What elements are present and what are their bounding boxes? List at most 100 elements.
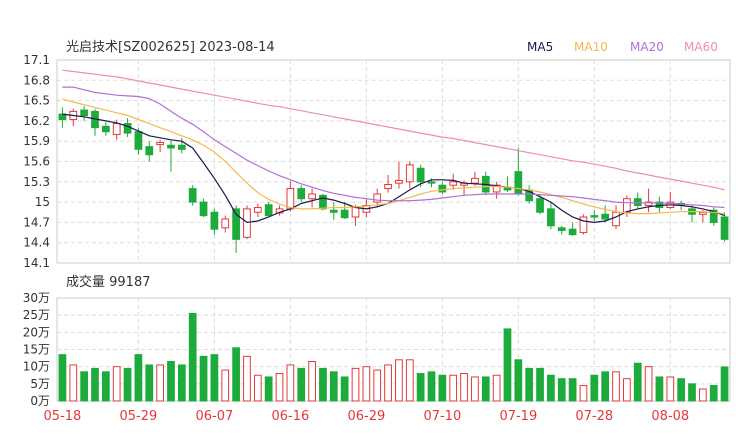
candle-up bbox=[221, 218, 230, 229]
volume-bar-down bbox=[297, 367, 306, 402]
date-tick-label: 05-18 bbox=[44, 409, 82, 424]
candle-up bbox=[351, 207, 360, 218]
ma-legend: MA5 MA10 MA20 MA60 bbox=[527, 40, 718, 54]
price-tick-label: 16.2 bbox=[23, 114, 50, 128]
candle-up bbox=[243, 208, 251, 238]
date-tick-label: 06-29 bbox=[347, 409, 385, 424]
volume-bar-up bbox=[308, 361, 316, 402]
date-tick-label: 07-19 bbox=[499, 409, 537, 424]
ma-line-ma20 bbox=[62, 86, 725, 209]
volume-bar-up bbox=[471, 376, 479, 402]
volume-bar-up bbox=[395, 359, 403, 402]
volume-bar-down bbox=[503, 328, 512, 402]
candle-down bbox=[297, 188, 306, 200]
date-axis: 05-18 05-29 06-07 06-16 06-29 07-10 07-19 07-28… bbox=[44, 409, 690, 424]
candle-up bbox=[698, 211, 707, 215]
volume-bar-down bbox=[210, 354, 219, 402]
candle-down bbox=[427, 181, 436, 184]
volume-tick-label: 25万 bbox=[23, 308, 50, 322]
candle-down bbox=[319, 194, 327, 210]
price-tick-label: 14.7 bbox=[23, 215, 50, 229]
date-tick-label: 06-16 bbox=[271, 409, 309, 424]
volume-bar-down bbox=[188, 312, 197, 402]
volume-bar-down bbox=[655, 376, 664, 402]
candle-down bbox=[633, 198, 642, 206]
volume-tick-label: 20万 bbox=[23, 325, 50, 339]
candle-down bbox=[536, 198, 544, 213]
candle-down bbox=[340, 209, 349, 219]
volume-bar-down bbox=[720, 366, 729, 402]
candle-up bbox=[156, 142, 164, 146]
candle-up bbox=[579, 216, 588, 234]
ma-line-ma60 bbox=[62, 69, 725, 191]
volume-bar-up bbox=[362, 366, 371, 402]
volume-tick-label: 15万 bbox=[23, 343, 50, 357]
volume-tick-label: 5万 bbox=[30, 377, 50, 391]
volume-bar-down bbox=[709, 385, 718, 402]
date-tick-label: 06-07 bbox=[196, 409, 234, 424]
volume-panel-frame bbox=[56, 297, 731, 402]
candle-down bbox=[188, 188, 197, 203]
candlesticks bbox=[58, 106, 729, 253]
ma-line-ma10 bbox=[62, 98, 725, 215]
candle-down bbox=[547, 208, 555, 227]
price-panel-frame bbox=[56, 59, 731, 264]
volume-bar-up bbox=[221, 369, 230, 402]
candle-down bbox=[145, 146, 154, 156]
legend-ma10: MA10 bbox=[574, 40, 608, 54]
volume-bar-up bbox=[449, 374, 458, 402]
volume-bar-down bbox=[525, 367, 534, 402]
volume-bar-up bbox=[286, 364, 295, 402]
volume-bar-down bbox=[123, 367, 132, 402]
candle-down bbox=[101, 125, 110, 133]
volume-bar-down bbox=[91, 367, 99, 402]
volume-bar-up bbox=[275, 373, 284, 402]
volume-bar-down bbox=[340, 376, 349, 402]
volume-label: 成交量 99187 bbox=[66, 274, 151, 290]
candle-up bbox=[286, 188, 295, 210]
volume-bar-down bbox=[416, 373, 425, 402]
volume-bar-down bbox=[547, 374, 555, 402]
volume-bar-down bbox=[514, 359, 523, 402]
volume-bar-up bbox=[623, 378, 631, 402]
volume-bar-down bbox=[101, 371, 110, 402]
candle-down bbox=[329, 209, 338, 213]
volume-bar-up bbox=[253, 374, 262, 402]
legend-ma60: MA60 bbox=[684, 40, 718, 54]
candle-down bbox=[720, 216, 729, 240]
candle-down bbox=[416, 167, 425, 183]
candle-down bbox=[514, 171, 523, 195]
candle-up bbox=[405, 164, 414, 183]
candle-up bbox=[623, 198, 631, 213]
price-tick-label: 14.1 bbox=[23, 256, 50, 270]
volume-bar-up bbox=[69, 364, 78, 402]
candle-down bbox=[709, 209, 718, 223]
candle-down bbox=[210, 211, 219, 230]
volume-bar-down bbox=[677, 378, 686, 402]
volume-bar-up bbox=[384, 364, 392, 402]
volume-bar-down bbox=[601, 371, 610, 402]
volume-bar-up bbox=[405, 359, 414, 402]
candle-down bbox=[264, 204, 273, 217]
date-tick-label: 05-29 bbox=[120, 409, 158, 424]
price-tick-label: 16.5 bbox=[23, 94, 50, 108]
candle-up bbox=[308, 193, 316, 200]
candle-down bbox=[590, 215, 599, 218]
date-tick-label: 07-10 bbox=[423, 409, 461, 424]
price-tick-label: 17.1 bbox=[23, 53, 50, 67]
candle-up bbox=[112, 123, 121, 135]
volume-bar-down bbox=[557, 378, 566, 402]
candle-up bbox=[449, 181, 458, 186]
candle-down bbox=[557, 227, 566, 232]
volume-bar-up bbox=[460, 373, 468, 402]
candle-down bbox=[601, 213, 610, 220]
price-tick-label: 15.3 bbox=[23, 175, 50, 189]
volume-bar-down bbox=[199, 355, 208, 402]
volume-bar-down bbox=[688, 383, 696, 402]
price-tick-label: 15.6 bbox=[23, 155, 50, 169]
candle-down bbox=[134, 131, 143, 150]
volume-bar-down bbox=[232, 347, 240, 402]
volume-bar-down bbox=[568, 378, 577, 402]
volume-bar-down bbox=[438, 374, 447, 402]
